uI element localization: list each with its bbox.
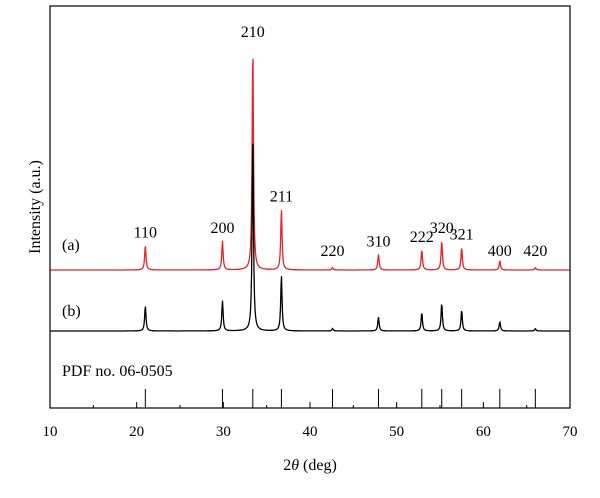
x-tick-label-40: 40 xyxy=(303,424,318,440)
series-line-b xyxy=(50,143,570,332)
series-label-b: (b) xyxy=(62,303,81,320)
x-axis-title: 2θ (deg) xyxy=(283,457,337,474)
x-tick-label-70: 70 xyxy=(563,424,578,440)
peak-label-200: 200 xyxy=(210,220,234,237)
peak-label-310: 310 xyxy=(366,233,390,250)
series-line-a xyxy=(50,58,570,271)
plot-frame xyxy=(49,5,571,409)
x-tick-label-20: 20 xyxy=(129,424,144,440)
peak-label-211: 211 xyxy=(270,188,293,205)
peak-label-400: 400 xyxy=(488,243,512,260)
x-tick-label-50: 50 xyxy=(389,424,404,440)
peak-label-210: 210 xyxy=(241,24,265,41)
peak-label-320: 320 xyxy=(430,220,454,237)
peak-label-110: 110 xyxy=(134,224,157,241)
x-axis-ticks: 10 20 30 40 50 60 70 xyxy=(43,402,578,440)
peak-label-222: 222 xyxy=(410,229,434,246)
peak-label-420: 420 xyxy=(523,243,547,260)
x-tick-label-10: 10 xyxy=(43,424,58,440)
reference-label: PDF no. 06-0505 xyxy=(62,363,173,380)
x-tick-label-60: 60 xyxy=(476,424,491,440)
reference-pattern xyxy=(144,389,536,408)
series-group xyxy=(50,58,570,332)
y-axis-title: Intensity (a.u.) xyxy=(27,160,44,254)
peak-label-220: 220 xyxy=(321,243,345,260)
series-label-a: (a) xyxy=(62,237,80,254)
x-tick-label-30: 30 xyxy=(216,424,231,440)
peak-label-321: 321 xyxy=(450,227,474,244)
